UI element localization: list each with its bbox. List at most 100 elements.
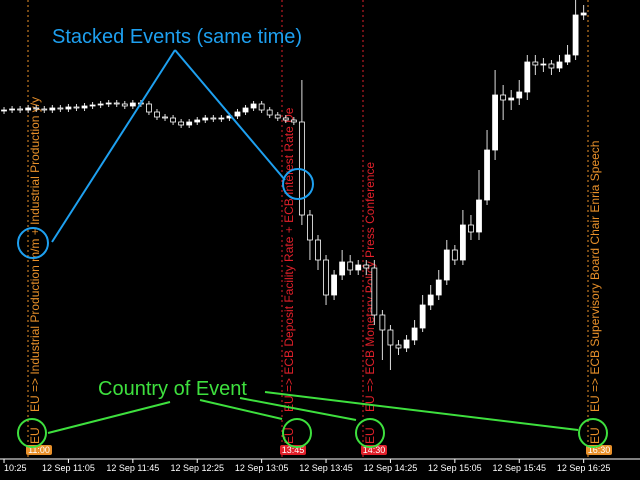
candle-body <box>476 199 482 233</box>
candle-body <box>57 107 64 110</box>
candle-body <box>484 149 490 201</box>
x-tick-label: 12 Sep 16:25 <box>557 463 611 473</box>
candle-body <box>89 104 96 107</box>
event-text: EU => Industrial Production m/m + Indust… <box>28 97 42 412</box>
candle-body <box>355 264 362 271</box>
candle-body <box>178 121 185 126</box>
highlight-circle <box>17 227 49 259</box>
candle-body <box>186 121 193 126</box>
candle-body <box>347 261 354 271</box>
candle-body <box>154 111 160 118</box>
candle-body <box>443 249 450 281</box>
candle-body <box>307 214 313 241</box>
x-tick-label: 12 Sep 13:45 <box>299 463 353 473</box>
arrow <box>47 401 171 434</box>
candle-body <box>266 109 273 116</box>
candle-body <box>218 117 225 120</box>
candle-body <box>468 224 474 233</box>
candle-body <box>419 304 426 329</box>
x-tick-label: 12 Sep 15:05 <box>428 463 482 473</box>
candle-body <box>194 119 201 123</box>
candle-body <box>516 91 523 99</box>
candle-body <box>242 107 249 113</box>
event-time: 14:30 <box>363 445 386 455</box>
candle-body <box>250 103 257 109</box>
candle-body <box>121 103 128 107</box>
x-tick-label: 12 Sep 15:45 <box>492 463 546 473</box>
candle-body <box>532 61 539 66</box>
candle-body <box>435 279 442 296</box>
candle-body <box>97 103 104 106</box>
x-tick-label: 12 Sep 14:25 <box>364 463 418 473</box>
candle-body <box>113 102 120 105</box>
candle-body <box>524 61 531 93</box>
candle-body <box>146 103 152 113</box>
arrow <box>239 397 357 421</box>
candle-body <box>427 294 434 306</box>
event-time: 16:30 <box>588 445 611 455</box>
event-country: EU <box>363 427 377 444</box>
candle-body <box>339 261 346 276</box>
arrow <box>199 399 283 420</box>
event-text: EU => ECB Supervisory Board Chair Enria … <box>588 141 602 412</box>
highlight-circle <box>17 418 47 448</box>
x-tick-label: 10:25 <box>4 463 27 473</box>
highlight-circle <box>578 418 608 448</box>
event-country: EU <box>28 427 42 444</box>
x-tick-label: 12 Sep 11:45 <box>106 463 159 473</box>
candle-body <box>162 116 168 119</box>
candle-body <box>41 108 48 111</box>
country-label: Country of Event <box>98 378 247 400</box>
candle-body <box>363 264 370 269</box>
arrow <box>51 49 176 243</box>
x-tick-label: 12 Sep 11:05 <box>42 463 95 473</box>
candle-body <box>387 329 394 346</box>
candle-body <box>548 63 555 69</box>
candle-body <box>17 108 24 111</box>
candle-body <box>73 106 80 109</box>
highlight-circle <box>282 418 312 448</box>
candle-body <box>274 114 281 119</box>
candle-body <box>500 94 507 101</box>
candle-body <box>403 339 410 349</box>
candle-body <box>170 117 176 123</box>
candle-body <box>282 117 289 121</box>
candle-body <box>580 12 587 16</box>
event-text: EU => ECB Monetary Policy Press Conferen… <box>363 162 377 412</box>
highlight-circle <box>355 418 385 448</box>
arrow <box>264 391 579 431</box>
candle-body <box>411 327 418 341</box>
candle-body <box>459 224 466 261</box>
candle-body <box>395 344 402 349</box>
candle-body <box>371 267 378 316</box>
candle-body <box>202 117 209 121</box>
candle-body <box>556 61 563 69</box>
candle-body <box>331 274 337 296</box>
highlight-circle <box>282 168 314 200</box>
candle-body <box>81 105 88 109</box>
candle-body <box>379 314 386 331</box>
candle-body <box>1 109 7 112</box>
candle-body <box>9 108 15 111</box>
candle-body <box>540 63 547 66</box>
candle-body <box>33 107 40 110</box>
stacked-label: Stacked Events (same time) <box>52 26 302 48</box>
candle-body <box>210 117 217 120</box>
event-time: 11:00 <box>28 445 50 455</box>
x-tick-label: 12 Sep 12:25 <box>170 463 224 473</box>
candle-body <box>25 107 32 111</box>
arrow <box>174 49 286 181</box>
x-tick-label: 12 Sep 13:05 <box>235 463 289 473</box>
candle-body <box>129 102 136 107</box>
annotations: Stacked Events (same time) Country of Ev… <box>17 26 608 448</box>
candle-body <box>258 103 265 111</box>
candle-body <box>49 107 56 111</box>
candle-body <box>290 119 297 123</box>
candle-body <box>508 97 515 101</box>
candle-body <box>572 14 579 56</box>
candle-body <box>315 239 321 261</box>
plot: 10:25 12 Sep 11:05 12 Sep 11:45 12 Sep 12:2… <box>1 0 612 473</box>
candle-body <box>492 94 498 151</box>
candle-body <box>105 102 112 105</box>
